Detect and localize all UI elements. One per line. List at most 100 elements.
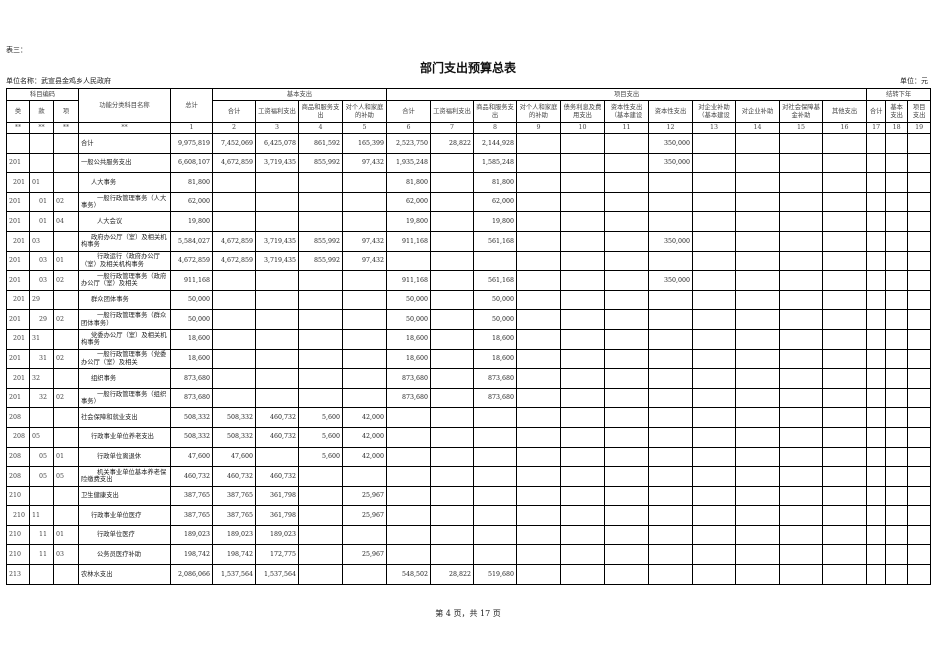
code-lei: 201 (6, 387, 30, 409)
value-cell (430, 446, 474, 468)
value-cell (430, 230, 474, 252)
value-cell: 18,600 (386, 348, 431, 370)
value-cell (255, 368, 299, 389)
value-cell (342, 191, 387, 213)
table-row: 213 农林水支出 2,086,066 1,537,564 1,537,564 548,5… (6, 564, 932, 585)
value-cell (430, 485, 474, 507)
code-xiang (53, 564, 79, 585)
table-row: 201 03 政府办公厅（室）及相关机构事务 5,584,027 4,672,859 3,… (6, 230, 932, 252)
value-cell (342, 328, 387, 350)
value-cell (866, 211, 887, 232)
value-cell: 19,800 (386, 211, 431, 232)
value-cell (907, 505, 932, 526)
value-cell (866, 505, 887, 526)
value-cell (821, 524, 868, 546)
value-cell (516, 270, 561, 291)
value-cell: 81,800 (386, 172, 431, 193)
code-xiang (53, 152, 79, 174)
carry-col-header: 合计 (866, 100, 887, 123)
subject-name: 社会保障和就业支出 (78, 407, 171, 428)
value-cell (298, 466, 343, 487)
value-cell: 460,732 (212, 466, 256, 487)
value-cell: 911,168 (386, 270, 431, 291)
code-lei: 208 (6, 446, 30, 468)
value-cell (560, 407, 605, 428)
value-cell (430, 544, 474, 566)
value-cell: 7,452,069 (212, 133, 256, 154)
value-cell (907, 446, 932, 468)
value-cell: 460,732 (170, 466, 213, 487)
value-cell (560, 172, 605, 193)
value-cell (692, 133, 736, 154)
value-cell (885, 407, 909, 428)
value-cell: 361,798 (255, 485, 299, 507)
value-cell (885, 289, 909, 311)
value-cell (779, 250, 823, 272)
table-row: 201 31 党委办公厅（室）及相关机构事务 18,600 18,600 18,600 (6, 328, 932, 350)
value-cell: 189,023 (255, 524, 299, 546)
subject-name: 合计 (78, 133, 171, 154)
code-lei: 210 (6, 524, 30, 546)
value-cell (692, 289, 736, 311)
value-cell (516, 485, 561, 507)
value-cell (779, 191, 823, 213)
value-cell (473, 446, 517, 468)
code-xiang: 02 (53, 387, 79, 409)
value-cell (560, 446, 605, 468)
code-xiang: 03 (53, 544, 79, 566)
value-cell (648, 328, 693, 350)
value-cell: 548,502 (386, 564, 431, 585)
code-kuan: 11 (29, 544, 54, 566)
subject-name: 卫生健康支出 (78, 485, 171, 507)
value-cell (735, 172, 780, 193)
table-row: 201 01 人大事务 81,800 81,800 81,800 (6, 172, 932, 193)
value-cell (604, 328, 649, 350)
value-cell: 18,600 (386, 328, 431, 350)
xiang-header: 项 (53, 100, 79, 123)
value-cell: 460,732 (255, 426, 299, 448)
value-cell (779, 348, 823, 370)
value-cell (779, 387, 823, 409)
value-cell: 62,000 (473, 191, 517, 213)
value-cell (692, 505, 736, 526)
value-cell: 5,600 (298, 446, 343, 468)
code-xiang (53, 133, 79, 154)
value-cell: 9,975,819 (170, 133, 213, 154)
value-cell (516, 172, 561, 193)
value-cell (866, 328, 887, 350)
value-cell (907, 485, 932, 507)
value-cell (692, 348, 736, 370)
code-lei: 208 (6, 466, 30, 487)
value-cell (907, 289, 932, 311)
value-cell (779, 426, 823, 448)
value-cell (866, 309, 887, 330)
value-cell (473, 407, 517, 428)
star-marker: ** (78, 122, 171, 134)
value-cell (907, 368, 932, 389)
value-cell (386, 466, 431, 487)
value-cell (430, 524, 474, 546)
value-cell (735, 544, 780, 566)
value-cell (212, 309, 256, 330)
table-row: 210 卫生健康支出 387,765 387,765 361,798 25,967 (6, 485, 932, 507)
value-cell (648, 368, 693, 389)
value-cell (560, 387, 605, 409)
value-cell (560, 309, 605, 330)
value-cell (255, 348, 299, 370)
value-cell: 387,765 (170, 485, 213, 507)
project-col-header: 资本性支出（基本建设 (604, 100, 649, 123)
value-cell (648, 564, 693, 585)
value-cell (298, 328, 343, 350)
column-number: 10 (560, 122, 605, 134)
value-cell (821, 466, 868, 487)
value-cell: 861,592 (298, 133, 343, 154)
value-cell (604, 407, 649, 428)
value-cell (866, 230, 887, 252)
code-kuan: 01 (29, 211, 54, 232)
value-cell (648, 505, 693, 526)
table-row: 208 社会保障和就业支出 508,332 508,332 460,732 5,600 42… (6, 407, 932, 428)
value-cell (692, 387, 736, 409)
value-cell (212, 368, 256, 389)
code-kuan (29, 485, 54, 507)
value-cell (692, 211, 736, 232)
